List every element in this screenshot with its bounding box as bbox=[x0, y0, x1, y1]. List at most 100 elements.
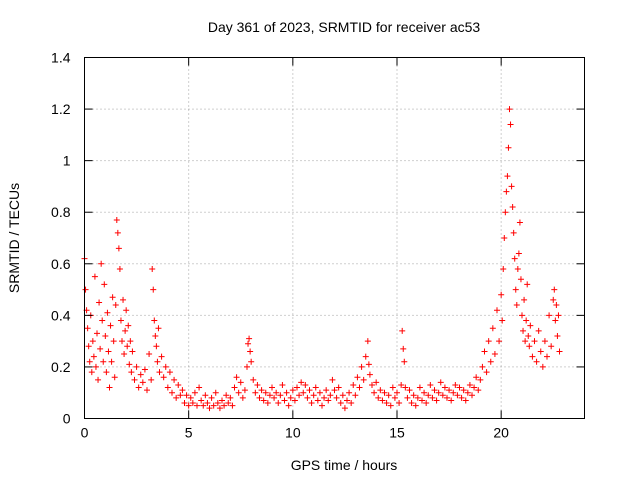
data-point bbox=[127, 338, 134, 345]
data-point bbox=[179, 387, 186, 394]
data-point bbox=[246, 335, 253, 342]
data-point bbox=[112, 302, 119, 309]
data-point bbox=[450, 389, 457, 396]
data-point bbox=[316, 389, 323, 396]
data-point bbox=[260, 397, 267, 404]
data-point bbox=[496, 338, 503, 345]
data-point bbox=[553, 302, 560, 309]
data-point bbox=[475, 387, 482, 394]
data-point bbox=[512, 286, 519, 293]
data-point bbox=[537, 348, 544, 355]
data-point bbox=[245, 340, 252, 347]
data-point bbox=[155, 325, 162, 332]
data-point bbox=[117, 317, 124, 324]
data-point bbox=[487, 358, 494, 365]
data-point bbox=[123, 307, 130, 314]
data-point bbox=[289, 387, 296, 394]
data-point bbox=[202, 392, 209, 399]
data-point bbox=[544, 353, 550, 360]
data-point bbox=[509, 204, 516, 211]
data-point bbox=[533, 358, 540, 365]
data-point bbox=[446, 387, 453, 394]
data-point bbox=[116, 265, 123, 272]
y-tick-label: 0.6 bbox=[51, 256, 71, 272]
data-point bbox=[208, 394, 215, 401]
data-point bbox=[511, 255, 518, 262]
data-point bbox=[371, 389, 378, 396]
x-tick-label: 5 bbox=[185, 425, 193, 441]
data-point bbox=[252, 389, 259, 396]
data-point bbox=[471, 384, 478, 391]
data-point bbox=[387, 402, 394, 409]
data-point bbox=[266, 392, 273, 399]
data-point bbox=[466, 381, 473, 388]
data-point bbox=[185, 402, 192, 409]
data-point bbox=[523, 317, 530, 324]
data-point bbox=[294, 384, 300, 391]
data-point bbox=[421, 389, 428, 396]
data-point bbox=[103, 369, 110, 376]
data-point bbox=[527, 322, 534, 329]
ticks-layer bbox=[84, 57, 585, 419]
data-point bbox=[339, 392, 346, 399]
data-point bbox=[321, 394, 328, 401]
data-point bbox=[310, 392, 317, 399]
x-tick-label: 0 bbox=[81, 425, 89, 441]
tick-labels-layer: 0 5 10 15 20 0 0.2 0.4 0.6 0.8 1 1.2 1.4 bbox=[51, 50, 509, 441]
data-point bbox=[385, 392, 392, 399]
data-point bbox=[505, 144, 512, 151]
data-point bbox=[504, 173, 511, 180]
data-point bbox=[119, 338, 125, 345]
data-point bbox=[377, 387, 384, 394]
data-point bbox=[491, 351, 498, 358]
data-point bbox=[423, 400, 430, 407]
data-point bbox=[304, 394, 311, 401]
data-point bbox=[439, 392, 446, 399]
data-point bbox=[502, 209, 509, 216]
data-point bbox=[254, 381, 261, 388]
data-point bbox=[312, 384, 319, 391]
data-point bbox=[233, 374, 240, 381]
data-point bbox=[146, 351, 153, 358]
data-point bbox=[454, 392, 461, 399]
data-point bbox=[300, 389, 307, 396]
data-point bbox=[477, 376, 484, 383]
data-point bbox=[494, 307, 500, 314]
y-tick-label: 0 bbox=[63, 411, 71, 427]
data-point bbox=[419, 397, 425, 404]
data-point bbox=[401, 358, 408, 365]
data-point bbox=[131, 376, 138, 383]
data-point bbox=[99, 317, 106, 324]
data-point bbox=[171, 376, 178, 383]
data-point bbox=[90, 353, 97, 360]
data-point bbox=[548, 343, 555, 350]
data-point bbox=[91, 273, 98, 280]
y-tick-label: 0.2 bbox=[51, 359, 71, 375]
data-point bbox=[346, 389, 353, 396]
x-tick-label: 15 bbox=[389, 425, 405, 441]
y-axis-title: SRMTID / TECUs bbox=[6, 183, 22, 293]
data-point bbox=[114, 229, 121, 236]
data-point bbox=[408, 400, 415, 407]
data-point bbox=[515, 250, 522, 257]
data-point bbox=[187, 394, 194, 401]
data-point bbox=[273, 389, 280, 396]
y-tick-label: 0.8 bbox=[51, 204, 71, 220]
data-point bbox=[275, 400, 282, 407]
data-point bbox=[258, 387, 265, 394]
data-point bbox=[281, 397, 288, 404]
data-point bbox=[414, 394, 421, 401]
data-point bbox=[519, 312, 525, 319]
data-point bbox=[287, 394, 294, 401]
data-point bbox=[149, 265, 156, 272]
data-point bbox=[150, 286, 157, 293]
data-point bbox=[164, 384, 171, 391]
data-point bbox=[189, 400, 196, 407]
data-point bbox=[483, 369, 490, 376]
data-point bbox=[244, 363, 250, 370]
data-point bbox=[308, 400, 315, 407]
data-point bbox=[154, 358, 161, 365]
data-point bbox=[516, 219, 523, 226]
data-point bbox=[183, 392, 190, 399]
